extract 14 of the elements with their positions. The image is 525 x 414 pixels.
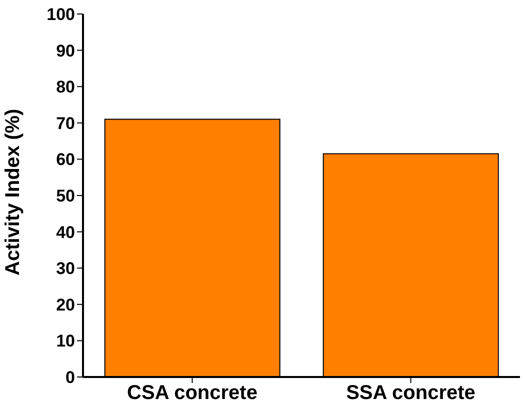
y-tick-label: 60 xyxy=(56,150,75,170)
y-tick-label: 70 xyxy=(56,114,75,133)
x-tick-label: CSA concrete xyxy=(127,382,258,404)
y-tick-label: 20 xyxy=(56,295,75,314)
y-tick-label: 80 xyxy=(56,78,75,97)
y-tick-label: 100 xyxy=(46,5,75,24)
x-tick-label: SSA concrete xyxy=(346,382,476,404)
y-tick-label: 90 xyxy=(56,41,75,60)
y-axis-title: Activity Index (%) xyxy=(2,108,24,276)
y-tick-label: 50 xyxy=(56,186,75,206)
y-tick-label: 40 xyxy=(56,222,75,242)
y-tick-label: 0 xyxy=(66,368,75,388)
y-tick-label: 30 xyxy=(56,259,75,278)
y-tick-label: 10 xyxy=(56,332,75,351)
